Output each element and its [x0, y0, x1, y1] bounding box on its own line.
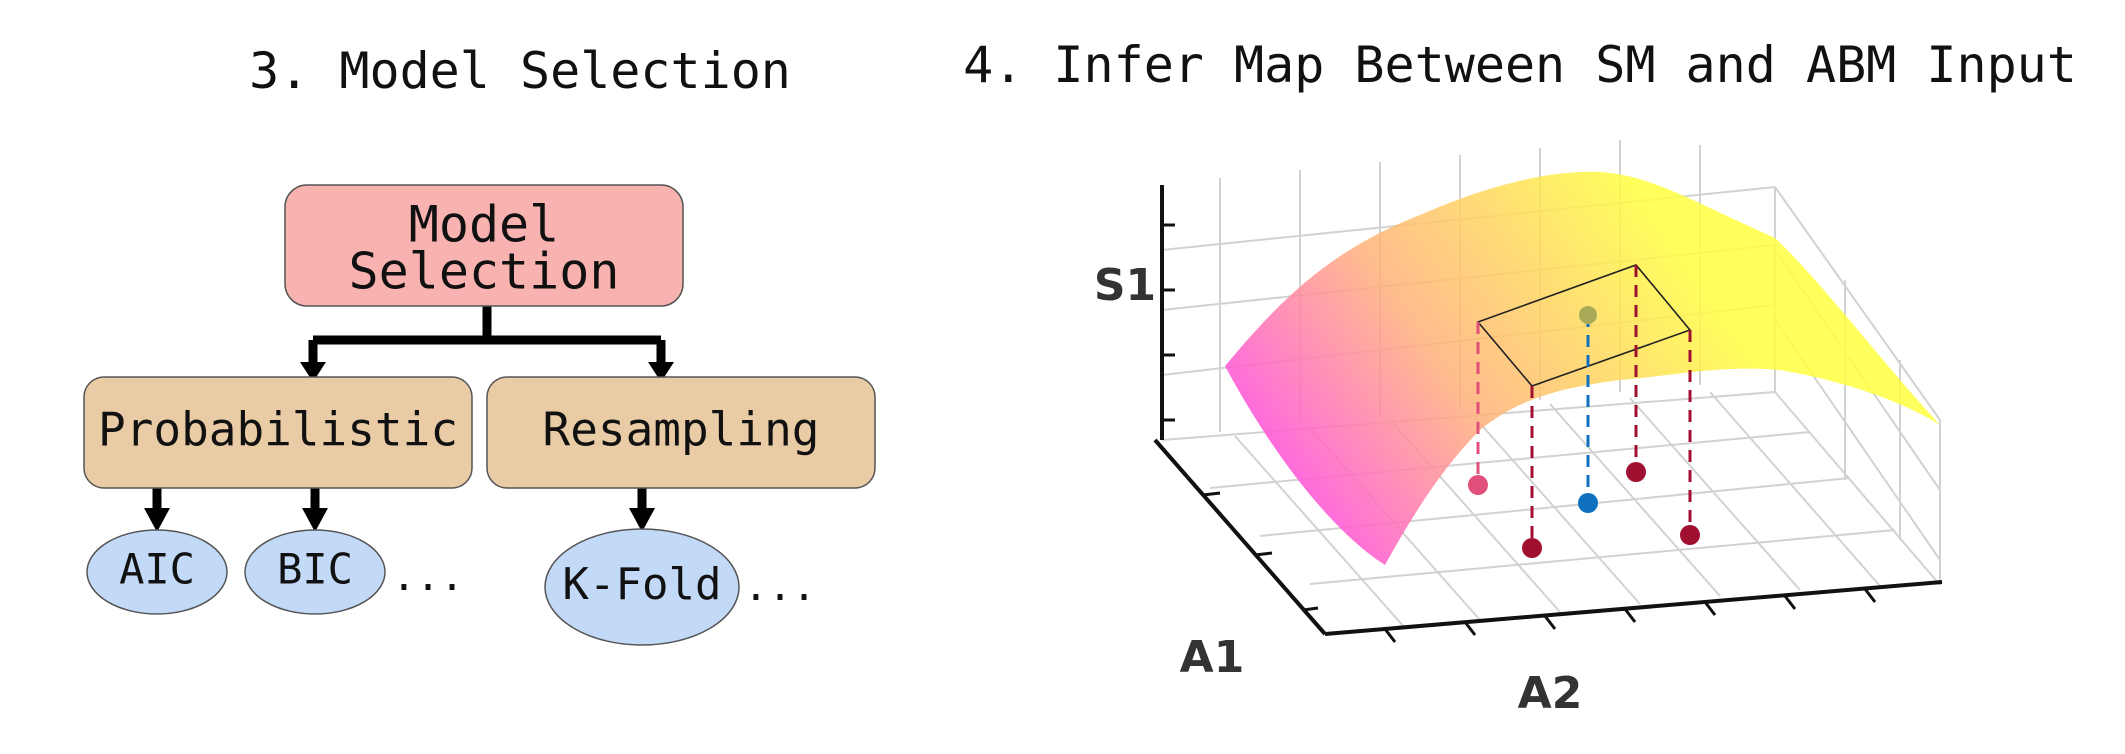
sample-point-red-2 [1626, 462, 1646, 482]
kfold-ellipse [544, 528, 740, 646]
model-selection-label-line1: Model [409, 196, 560, 254]
ellipsis-1: ... [392, 554, 464, 600]
resampling-label: Resampling [543, 403, 820, 457]
plot3d-ticks [1162, 223, 1877, 643]
resampling-box [486, 376, 876, 489]
axis-label-s1: S1 [1094, 260, 1156, 311]
sample-point-red-1 [1522, 538, 1542, 558]
bic-label: BIC [277, 545, 353, 594]
probabilistic-label: Probabilistic [98, 403, 458, 457]
sample-point-olive [1579, 306, 1597, 324]
axis-label-a2: A2 [1518, 668, 1583, 719]
axis-label-a1: A1 [1180, 632, 1245, 683]
probabilistic-box [83, 376, 473, 489]
ellipsis-2: ... [744, 564, 816, 610]
sample-point-blue [1578, 493, 1598, 513]
panel3-title: 3. Model Selection [249, 42, 791, 100]
bic-ellipse [244, 529, 386, 615]
sample-point-red-3 [1680, 525, 1700, 545]
aic-ellipse [86, 529, 228, 615]
model-selection-label-line2: Selection [349, 243, 620, 301]
projection-lines [1476, 265, 1692, 548]
aic-label: AIC [119, 545, 195, 594]
kfold-label: K-Fold [563, 559, 722, 610]
panel4-title: 4. Infer Map Between SM and ABM Input [963, 36, 2077, 94]
tree-arrowheads [144, 362, 674, 532]
tree-connectors [152, 306, 666, 512]
sample-point-pink [1468, 475, 1488, 495]
plot3d-axes [1153, 185, 1943, 636]
model-selection-box [284, 184, 684, 307]
